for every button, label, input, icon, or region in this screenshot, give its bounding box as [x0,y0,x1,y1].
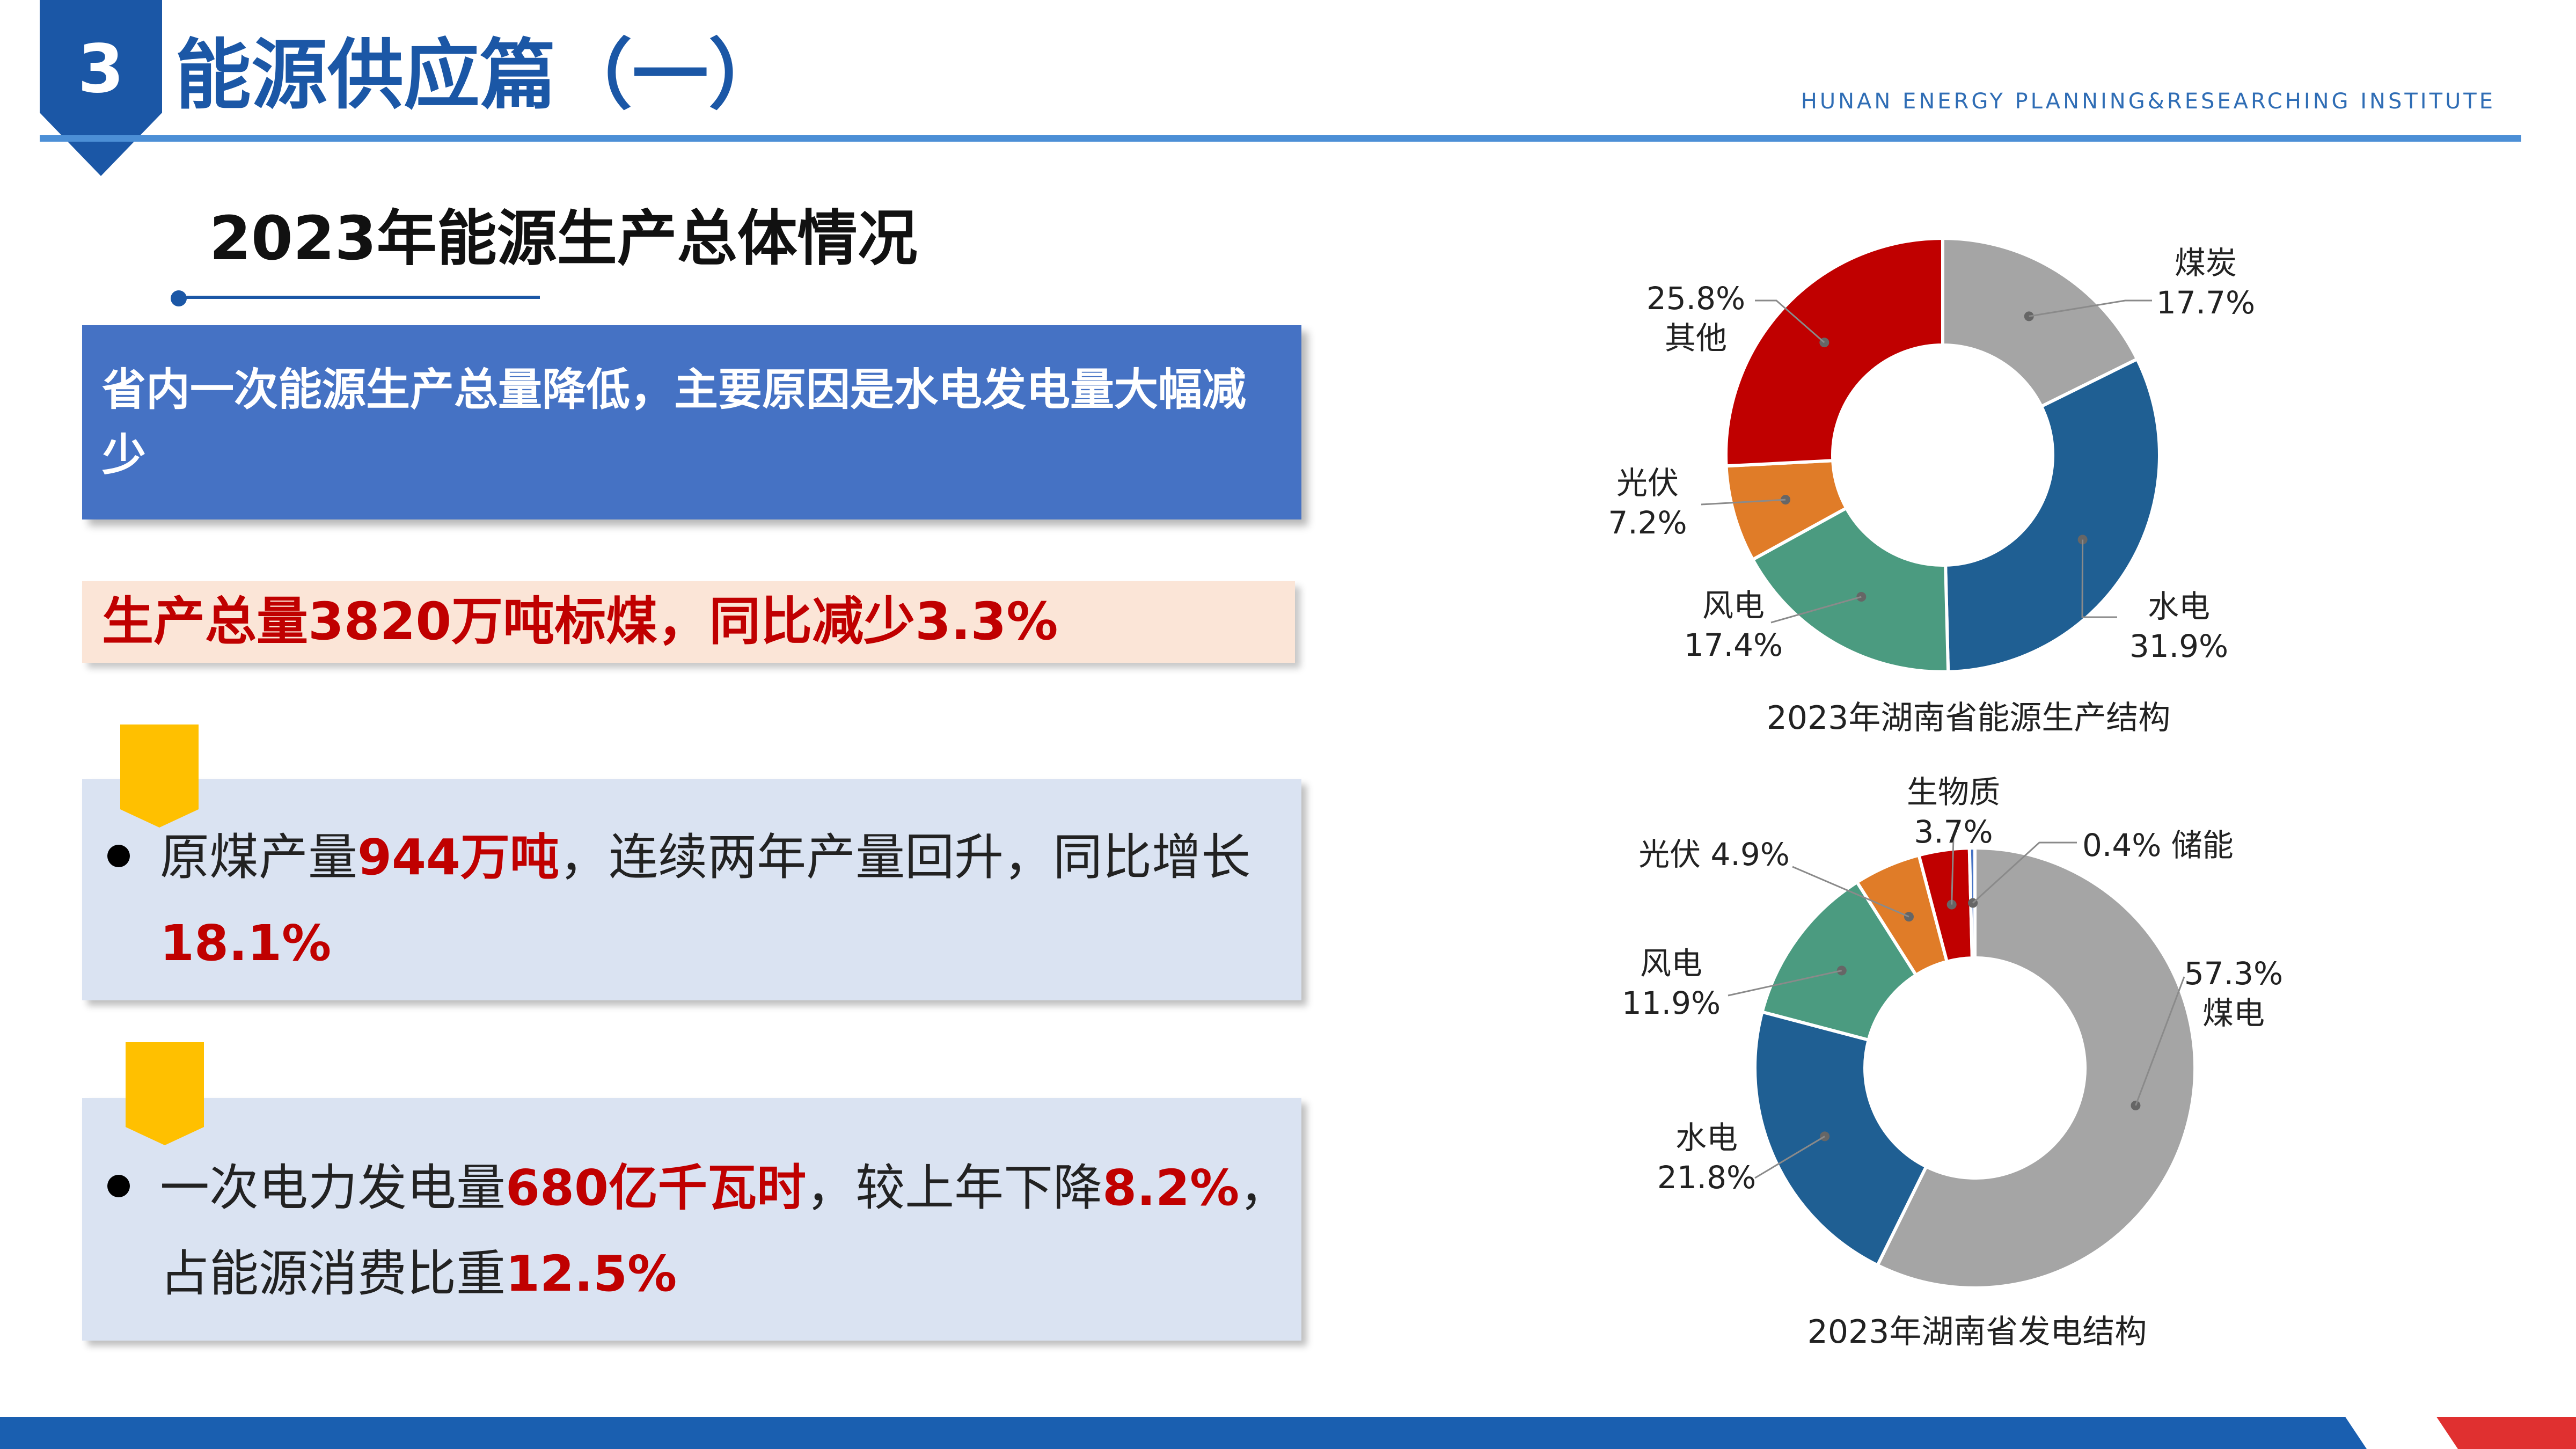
slice-label-风电: 11.9% [1622,985,1721,1021]
header-divider [40,135,2521,142]
slice-煤电 [1875,846,2197,1290]
subtitle-underline [177,296,540,299]
slice-label-煤电: 煤电 [2202,995,2265,1031]
leader-line [2135,976,2185,1106]
subtitle-dot [171,290,187,306]
slice-label-风电: 风电 [1640,945,1702,982]
institute-name: HUNAN ENERGY PLANNING&RESEARCHING INSTIT… [1801,89,2496,114]
bullet-text-power: 一次电力发电量680亿千瓦时，较上年下降8.2%，占能源消费比重12.5% [160,1159,1289,1302]
slice-label-其他: 其他 [1665,320,1727,356]
slice-label-风电: 风电 [1702,587,1765,624]
section-subtitle: 2023年能源生产总体情况 [209,204,918,274]
slice-label-光伏: 7.2% [1608,504,1687,541]
slice-煤炭 [1941,236,2140,409]
bullet-dot [107,845,130,867]
bullet-text-coal: 原煤产量944万吨，连续两年产量回升，同比增长18.1% [160,829,1251,972]
slice-label-水电: 水电 [1675,1119,1738,1156]
slice-label-风电: 17.4% [1684,627,1783,663]
leader-line [1770,596,1862,624]
slice-水电 [1753,1009,1929,1268]
chart-title: 2023年湖南省发电结构 [1807,1313,2147,1351]
leader-line [1792,866,1909,918]
section-number-badge [40,0,162,176]
slice-label-水电: 水电 [2148,588,2210,625]
bookmark-icon [120,724,199,828]
bullet-box-coal [82,779,1301,1000]
slice-水电 [1944,357,2161,674]
footer-bar [0,1417,2576,1449]
slice-label-光伏: 光伏 [1616,465,1679,501]
bullet-dot [107,1175,130,1197]
summary-text: 省内一次能源生产总量降低，主要原因是水电发电量大幅减少 [102,364,1247,481]
slice-label-储能: 0.4% 储能 [2082,827,2234,863]
leader-line [2029,299,2152,317]
leader-line [1701,499,1786,506]
slice-风电 [1750,506,1950,674]
summary-box [82,325,1301,519]
highlight-box [82,581,1295,663]
highlight-text: 生产总量3820万吨标煤，同比减少3.3% [102,591,1058,652]
slice-label-其他: 25.8% [1646,280,1745,317]
slice-label-水电: 31.9% [2129,628,2228,664]
leader-line [2081,539,2117,618]
slice-label-煤电: 57.3% [2184,955,2283,992]
slice-风电 [1760,880,1919,1042]
slice-label-光伏: 光伏 4.9% [1638,836,1790,873]
slice-其他 [1724,236,1944,468]
slice-label-煤炭: 17.7% [2156,284,2255,321]
page-title: 能源供应篇（一） [175,31,785,120]
leader-line [1755,299,1825,343]
leader-line [1972,841,2077,904]
leader-line [1951,837,1955,905]
section-number: 3 [77,31,125,108]
slice-label-生物质: 3.7% [1914,814,1993,850]
bullet-box-power [82,1098,1301,1341]
bookmark-icon [126,1042,204,1145]
slice-label-煤炭: 煤炭 [2175,245,2237,281]
leader-line [1728,970,1842,997]
slice-label-水电: 21.8% [1657,1159,1756,1196]
slice-label-生物质: 生物质 [1907,774,2000,810]
leader-line [1754,1136,1825,1179]
chart-title: 2023年湖南省能源生产结构 [1767,699,2171,737]
